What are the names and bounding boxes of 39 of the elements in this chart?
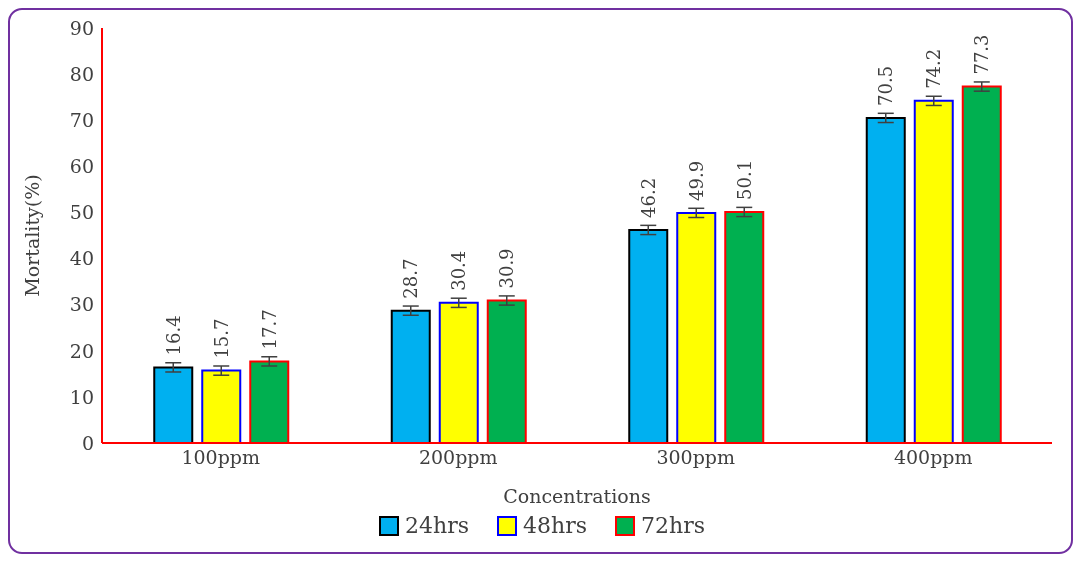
bar bbox=[390, 309, 431, 443]
bar bbox=[913, 99, 954, 443]
legend-label: 24hrs bbox=[405, 513, 469, 538]
y-tick-label: 30 bbox=[69, 293, 94, 316]
data-label: 77.3 bbox=[971, 34, 993, 75]
x-tick-label: 400ppm bbox=[893, 446, 973, 469]
y-tick-label: 90 bbox=[69, 16, 94, 39]
data-label: 28.7 bbox=[400, 258, 422, 299]
y-tick-label: 70 bbox=[69, 108, 94, 131]
data-label: 16.4 bbox=[162, 315, 184, 356]
bar bbox=[628, 228, 669, 443]
x-tick-label: 300ppm bbox=[656, 446, 736, 469]
bar bbox=[438, 301, 479, 443]
data-label: 46.2 bbox=[637, 177, 659, 218]
y-tick-label: 40 bbox=[69, 247, 94, 270]
bar bbox=[201, 369, 242, 443]
bar bbox=[153, 366, 194, 443]
legend-label: 48hrs bbox=[523, 513, 587, 538]
data-label: 74.2 bbox=[923, 48, 945, 89]
x-tick-label: 200ppm bbox=[418, 446, 498, 469]
bar bbox=[676, 211, 717, 443]
y-tick-label: 60 bbox=[69, 155, 94, 178]
y-tick-label: 10 bbox=[69, 385, 94, 408]
data-label: 17.7 bbox=[258, 309, 280, 350]
y-axis-title: Mortality(%) bbox=[20, 174, 43, 297]
x-axis-title: Concentrations bbox=[503, 485, 651, 507]
x-tick-label: 100ppm bbox=[181, 446, 261, 469]
data-label: 49.9 bbox=[685, 160, 707, 201]
y-tick-label: 80 bbox=[69, 62, 94, 85]
data-label: 70.5 bbox=[875, 65, 897, 106]
legend-label: 72hrs bbox=[640, 513, 705, 538]
data-label: 50.1 bbox=[733, 159, 755, 200]
y-tick-label: 20 bbox=[69, 339, 94, 362]
data-label: 15.7 bbox=[210, 318, 232, 359]
bar bbox=[865, 116, 906, 443]
data-label: 30.9 bbox=[496, 248, 518, 289]
y-tick-label: 0 bbox=[81, 431, 94, 454]
y-tick-label: 50 bbox=[69, 201, 94, 224]
data-label: 30.4 bbox=[448, 250, 470, 291]
